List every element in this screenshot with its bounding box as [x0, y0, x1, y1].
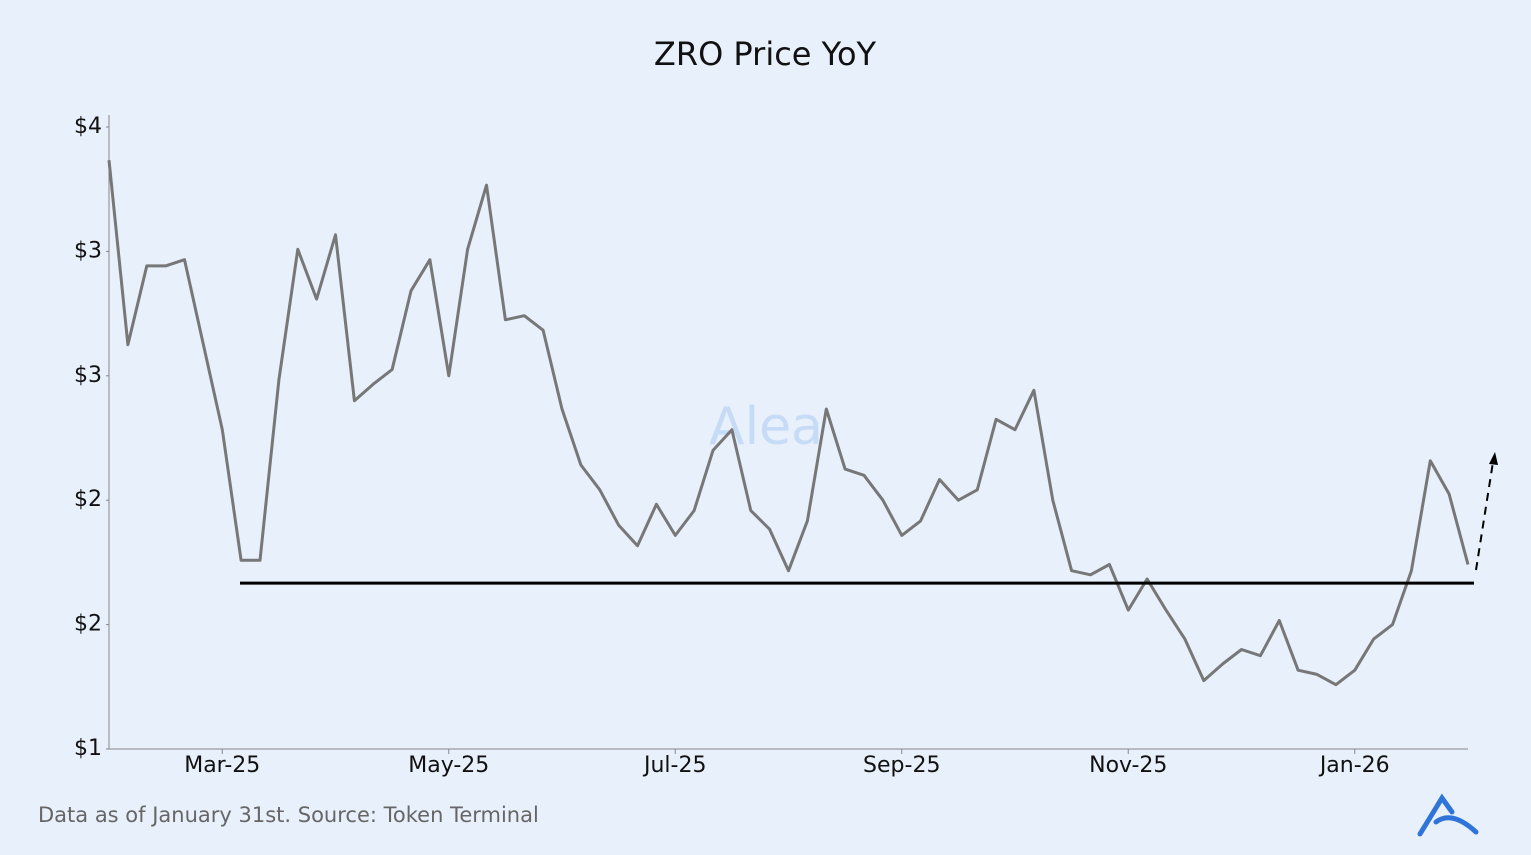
- y-tick-label: $3: [74, 363, 102, 388]
- y-tick-label: $4: [74, 114, 102, 139]
- watermark: Alea: [709, 397, 823, 457]
- y-tick-label: $2: [74, 487, 102, 512]
- x-tick-label: Mar-25: [184, 753, 260, 778]
- x-tick-label: Sep-25: [863, 753, 940, 778]
- y-tick-label: $3: [74, 238, 102, 263]
- source-note: Data as of January 31st. Source: Token T…: [38, 803, 539, 827]
- x-tick-label: Jul-25: [642, 753, 706, 778]
- logo-mark: [1417, 793, 1455, 837]
- trend-arrow: [1475, 461, 1494, 571]
- arrow-head: [1489, 452, 1498, 465]
- x-tick-label: May-25: [408, 753, 489, 778]
- logo-mark: [1433, 815, 1479, 835]
- x-tick-label: Jan-26: [1318, 753, 1390, 778]
- y-tick-label: $2: [74, 612, 102, 637]
- chart-title: ZRO Price YoY: [654, 35, 877, 73]
- y-tick-label: $1: [74, 736, 102, 761]
- logo: [1417, 793, 1479, 837]
- x-tick-label: Nov-25: [1089, 753, 1167, 778]
- price-line: [107, 160, 1470, 687]
